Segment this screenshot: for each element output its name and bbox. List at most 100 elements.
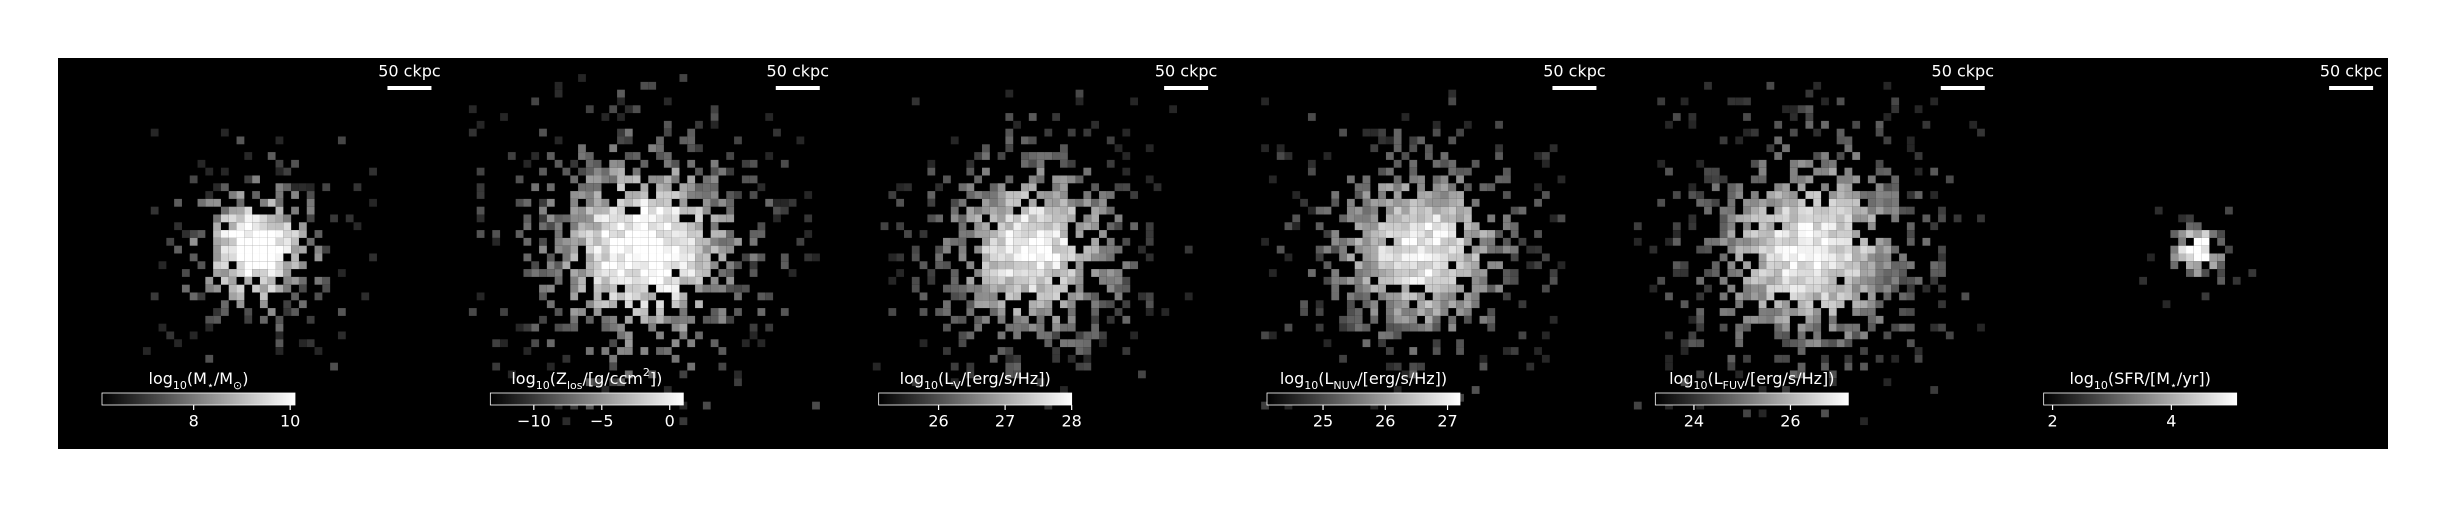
map-pixel <box>1456 175 1464 184</box>
map-pixel <box>943 284 951 293</box>
map-pixel <box>1044 245 1053 254</box>
map-pixel <box>205 167 214 176</box>
map-pixel <box>252 222 260 231</box>
map-pixel <box>640 81 649 90</box>
map-pixel <box>1875 191 1884 199</box>
map-pixel <box>1005 292 1014 301</box>
map-pixel <box>1424 230 1433 238</box>
map-pixel <box>1362 128 1371 137</box>
map-pixel <box>1067 245 1076 254</box>
map-pixel <box>982 206 990 215</box>
map-pixel <box>1044 339 1053 348</box>
map-pixel <box>1758 222 1767 231</box>
map-pixel <box>267 253 276 262</box>
map-pixel <box>1696 245 1705 254</box>
map-pixel <box>1393 276 1402 285</box>
map-pixel <box>1028 237 1037 246</box>
map-pixel <box>1672 222 1681 231</box>
map-pixel <box>1836 245 1845 254</box>
map-pixel <box>1370 230 1379 238</box>
map-pixel <box>1424 284 1433 293</box>
map-pixel <box>1091 269 1100 277</box>
map-pixel <box>1789 292 1798 301</box>
map-pixel <box>1028 261 1037 270</box>
map-pixel <box>718 245 727 254</box>
map-pixel <box>1860 347 1868 355</box>
map-pixel <box>695 284 703 293</box>
map-pixel <box>1977 128 1985 137</box>
map-pixel <box>1060 300 1068 309</box>
map-pixel <box>1331 191 1340 199</box>
map-pixel <box>1261 97 1269 106</box>
colorbar <box>1654 392 1849 406</box>
map-pixel <box>773 198 781 207</box>
map-pixel <box>205 191 214 199</box>
map-pixel <box>1432 206 1441 215</box>
map-pixel <box>1106 276 1115 285</box>
map-pixel <box>911 284 920 293</box>
map-pixel <box>679 237 688 246</box>
map-pixel <box>624 347 633 355</box>
map-pixel <box>369 198 377 207</box>
map-pixel <box>546 198 555 207</box>
map-pixel <box>1456 261 1464 270</box>
map-pixel <box>189 331 198 340</box>
map-pixel <box>259 230 268 238</box>
map-pixel <box>275 339 284 348</box>
map-pixel <box>1417 175 1425 184</box>
map-pixel <box>648 230 657 238</box>
map-pixel <box>1828 315 1837 324</box>
map-pixel <box>1052 261 1061 270</box>
map-pixel <box>671 292 680 301</box>
map-pixel <box>570 230 579 238</box>
map-pixel <box>570 323 579 332</box>
map-pixel <box>1805 339 1814 348</box>
map-pixel <box>958 198 967 207</box>
map-pixel <box>1688 183 1697 192</box>
map-pixel <box>1945 175 1954 184</box>
map-pixel <box>1836 292 1845 301</box>
map-pixel <box>1860 417 1868 426</box>
map-pixel <box>601 323 610 332</box>
map-pixel <box>601 175 610 184</box>
map-pixel <box>244 230 253 238</box>
map-pixel <box>1300 198 1308 207</box>
map-pixel <box>275 222 284 231</box>
map-pixel <box>1782 245 1790 254</box>
map-pixel <box>1549 144 1558 153</box>
map-pixel <box>1448 191 1457 199</box>
map-pixel <box>640 222 649 231</box>
map-pixel <box>679 370 688 379</box>
map-pixel <box>1067 308 1076 316</box>
map-pixel <box>1099 253 1107 262</box>
map-pixel <box>640 347 649 355</box>
map-pixel <box>546 253 555 262</box>
map-pixel <box>1409 370 1418 379</box>
map-pixel <box>1440 308 1449 316</box>
map-pixel <box>601 347 610 355</box>
map-pixel <box>1114 292 1123 301</box>
map-pixel <box>1083 354 1092 363</box>
map-pixel <box>648 198 657 207</box>
map-pixel <box>1813 214 1822 223</box>
map-pixel <box>1711 269 1720 277</box>
map-pixel <box>476 214 485 223</box>
map-pixel <box>1044 152 1053 160</box>
map-pixel <box>1782 323 1790 332</box>
map-pixel <box>1805 261 1814 270</box>
map-pixel <box>1067 128 1076 137</box>
map-pixel <box>1541 191 1550 199</box>
colorbar-label: log10(Zlos/[g/ccm2]) <box>511 366 662 392</box>
map-pixel <box>1743 284 1751 293</box>
map-pixel <box>989 191 998 199</box>
map-pixel <box>1060 222 1068 231</box>
map-pixel <box>741 253 750 262</box>
map-pixel <box>663 97 672 106</box>
map-pixel <box>1331 245 1340 254</box>
map-pixel <box>523 269 532 277</box>
map-pixel <box>1487 183 1496 192</box>
map-pixel <box>1479 183 1488 192</box>
map-pixel <box>1836 230 1845 238</box>
map-pixel <box>1432 222 1441 231</box>
